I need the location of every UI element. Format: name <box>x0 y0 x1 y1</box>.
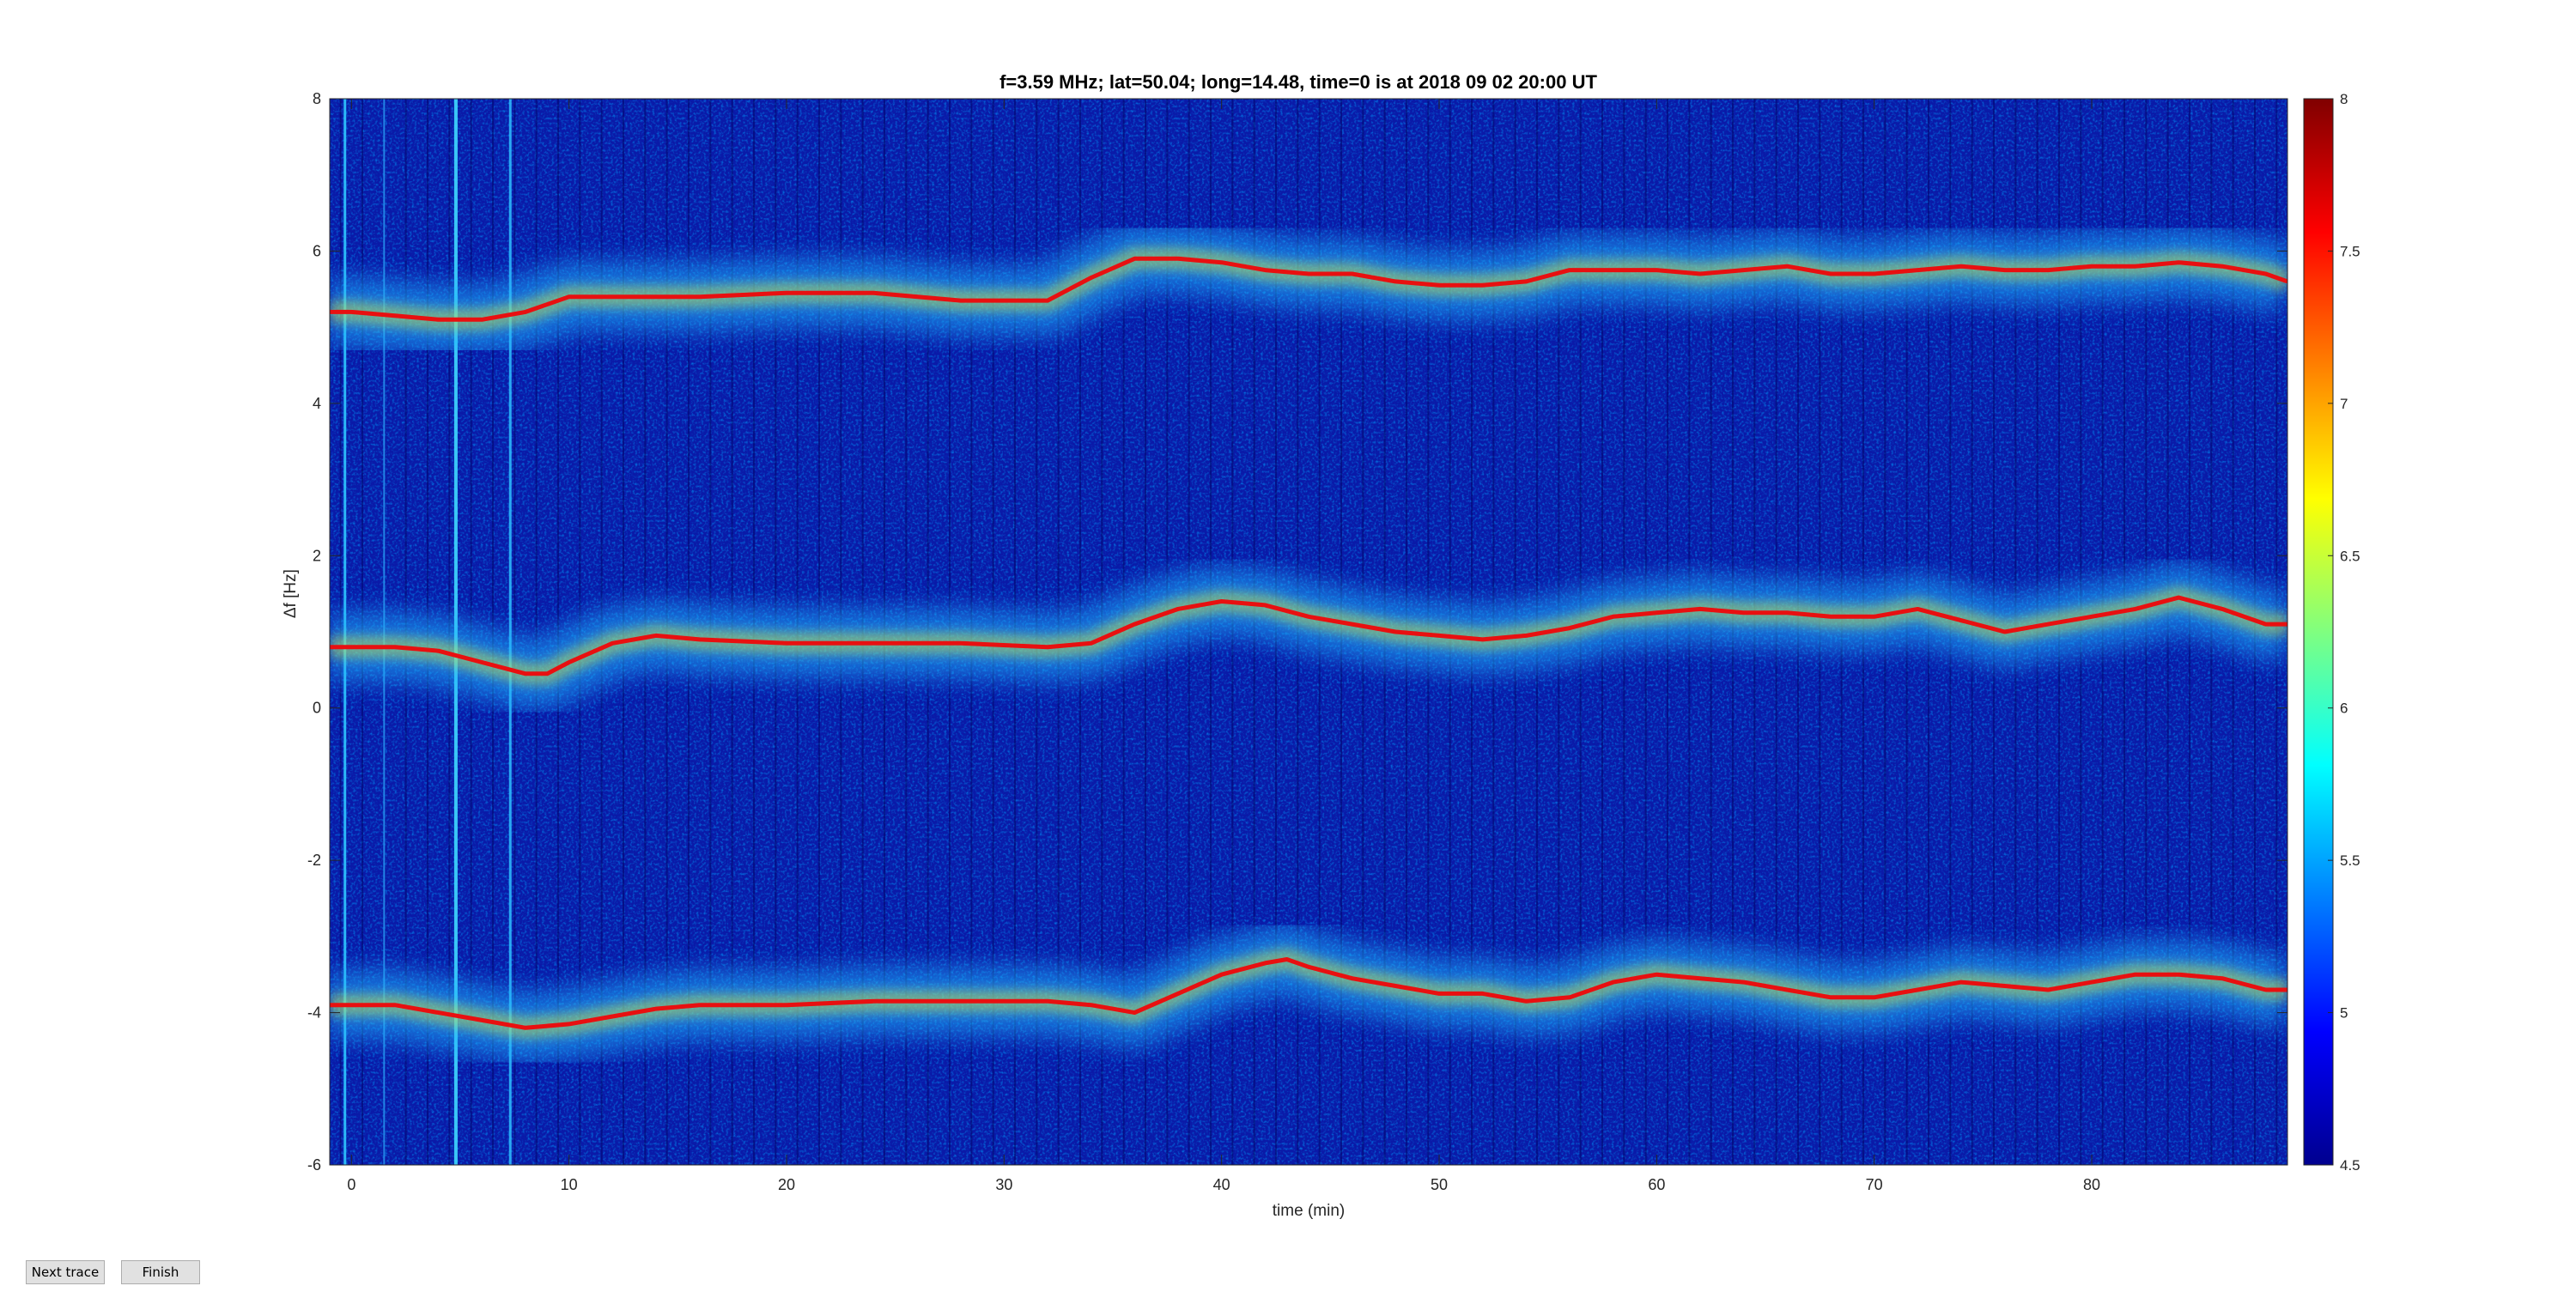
chart-title: f=3.59 MHz; lat=50.04; long=14.48, time=… <box>999 71 1597 93</box>
y-tick-label: 0 <box>313 700 321 717</box>
y-tick-label: -2 <box>307 852 321 869</box>
x-tick-label: 70 <box>1866 1176 1883 1193</box>
signal-trace-2 <box>330 595 2287 676</box>
y-axis: -6 -4 -2 0 2 4 6 8 <box>307 90 2287 1174</box>
x-tick-label: 20 <box>778 1176 795 1193</box>
x-tick-label: 60 <box>1648 1176 1665 1193</box>
colorbar-tick-label: 4.5 <box>2340 1157 2360 1174</box>
signal-traces <box>330 256 2287 1030</box>
finish-button[interactable]: Finish <box>121 1260 200 1284</box>
y-axis-label: Δf [Hz] <box>282 569 300 618</box>
x-tick-label: 80 <box>2083 1176 2100 1193</box>
y-tick-label: 2 <box>313 547 321 564</box>
colorbar <box>2303 98 2334 1166</box>
colorbar-tick-label: 6.5 <box>2340 548 2360 564</box>
y-tick-label: -6 <box>307 1156 321 1174</box>
colorbar-tick-label: 6 <box>2340 701 2348 717</box>
colorbar-tick-label: 7.5 <box>2340 243 2360 259</box>
plot-frame <box>329 98 2288 1166</box>
y-tick-label: 4 <box>313 395 321 412</box>
plot-area <box>330 99 2287 1165</box>
x-tick-label: 40 <box>1213 1176 1230 1193</box>
next-trace-button[interactable]: Next trace <box>26 1260 105 1284</box>
signal-trace-3 <box>330 957 2287 1030</box>
colorbar-tick-label: 7 <box>2340 396 2348 412</box>
x-axis: 0 10 20 30 40 50 60 70 80 <box>347 99 2100 1193</box>
y-tick-label: 8 <box>313 90 321 107</box>
y-tick-label: 6 <box>313 242 321 259</box>
x-axis-label: time (min) <box>1273 1202 1345 1220</box>
colorbar-tick-label: 8 <box>2340 91 2348 107</box>
y-tick-label: -4 <box>307 1004 321 1022</box>
x-tick-label: 0 <box>347 1176 355 1193</box>
x-tick-label: 50 <box>1431 1176 1448 1193</box>
colorbar-axis: 4.5 5 5.5 6 6.5 7 7.5 8 <box>2328 91 2360 1174</box>
x-tick-label: 30 <box>995 1176 1012 1193</box>
signal-trace-1 <box>330 256 2287 322</box>
colorbar-tick-label: 5 <box>2340 1005 2348 1022</box>
colorbar-tick-label: 5.5 <box>2340 852 2360 869</box>
x-tick-label: 10 <box>561 1176 578 1193</box>
